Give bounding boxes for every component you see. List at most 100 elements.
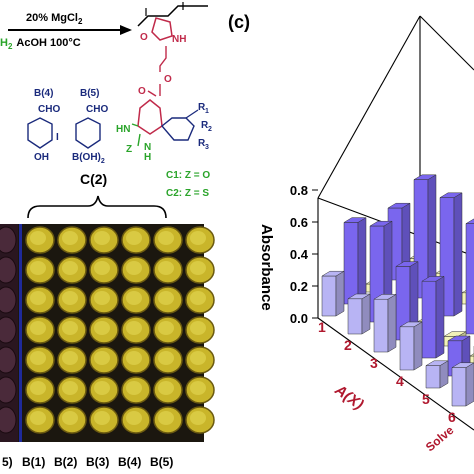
x-tick-label: 6: [448, 409, 456, 425]
bar: [395, 261, 419, 341]
svg-text:B(4): B(4): [118, 455, 141, 469]
plate-well-highlight: [30, 231, 46, 245]
plate-well-highlight: [190, 291, 206, 305]
plate-well-edge: [0, 256, 17, 284]
plate-well-highlight: [94, 231, 110, 245]
plate-well-highlight: [190, 411, 206, 425]
svg-text:OH: OH: [34, 152, 49, 163]
svg-text:I: I: [56, 132, 59, 143]
plate-well-highlight: [158, 231, 174, 245]
plate-well-edge: [0, 346, 17, 374]
bar-side-face: [465, 362, 474, 407]
bar-front-face: [373, 298, 389, 353]
plate-well-highlight: [62, 231, 78, 245]
svg-text:O: O: [140, 32, 148, 43]
reaction-arrow-head: [120, 25, 132, 35]
bars: [321, 174, 474, 407]
svg-text:NH: NH: [172, 34, 186, 45]
plate-brace: [27, 195, 167, 219]
bar-front-face: [343, 222, 359, 305]
reagent-b5: B(5) CHO B(OH)2: [72, 88, 108, 165]
svg-text:3: 3: [205, 144, 209, 151]
plate-well-highlight: [30, 381, 46, 395]
bar-top-face: [413, 174, 437, 180]
bar-top-face: [399, 321, 423, 328]
plate-well-highlight: [126, 261, 142, 275]
x-axis-label: A(X): [331, 381, 367, 413]
bar-top-face: [447, 335, 471, 342]
bar: [343, 217, 367, 305]
plate-well-highlight: [94, 321, 110, 335]
z-axis-label: Absorbance: [258, 224, 275, 311]
x-tick-label: 3: [370, 355, 378, 371]
bar: [425, 360, 449, 389]
bar-front-face: [451, 367, 467, 407]
x-tick-label: 4: [396, 373, 404, 389]
bar: [469, 353, 474, 365]
svg-text:B(1): B(1): [22, 455, 45, 469]
well-plate: [0, 224, 215, 442]
plate-well-highlight: [62, 291, 78, 305]
plate-well-highlight: [62, 381, 78, 395]
z-tick-label: 0.6: [290, 215, 308, 230]
bar: [321, 270, 345, 317]
bar: [421, 275, 445, 359]
bar-top-face: [421, 276, 445, 282]
x-tick-label: 5: [422, 391, 430, 407]
bar-side-face: [435, 275, 445, 359]
product-c1-label: C1: Z = O: [166, 170, 210, 181]
bar-top-face: [347, 293, 371, 300]
plate-well-highlight: [126, 411, 142, 425]
bar: [465, 218, 474, 335]
plate-well-highlight: [30, 291, 46, 305]
x-tick-label: 1: [318, 319, 326, 335]
bar-top-face: [373, 294, 397, 300]
plate-well-highlight: [126, 321, 142, 335]
y-axis-label: Solve: [423, 423, 457, 455]
bar-top-face: [395, 261, 419, 267]
bar-side-face: [413, 321, 423, 371]
bar: [451, 362, 474, 407]
bar-top-face: [321, 270, 345, 277]
z-tick-label: 0.8: [290, 183, 308, 198]
x-ticks: 1 2 3 4 5 6: [318, 319, 456, 425]
plate-well-highlight: [94, 381, 110, 395]
bar-top-face: [465, 218, 474, 224]
panel-label: (c): [228, 12, 250, 32]
svg-text:B(5): B(5): [80, 88, 99, 99]
plate-well-highlight: [126, 291, 142, 305]
svg-text:R: R: [198, 138, 206, 149]
plate-well-highlight: [94, 291, 110, 305]
bar-side-face: [387, 293, 397, 353]
bar-top-face: [369, 220, 393, 227]
plate-well-highlight: [190, 321, 206, 335]
plate-well-highlight: [94, 351, 110, 365]
svg-text:2: 2: [208, 126, 212, 133]
bar-top-face: [387, 202, 411, 209]
plate-well-highlight: [126, 381, 142, 395]
svg-text:O: O: [138, 86, 146, 97]
svg-text:B(4): B(4): [34, 88, 53, 99]
bar: [347, 293, 371, 335]
bar-top-face: [439, 192, 463, 198]
plate-well-highlight: [30, 351, 46, 365]
plate-column-labels: 5) B(1) B(2) B(3) B(4) B(5): [2, 455, 173, 469]
svg-text:B(2): B(2): [54, 455, 77, 469]
bar: [373, 293, 397, 353]
bar-side-face: [453, 192, 463, 317]
plate-well-highlight: [190, 381, 206, 395]
bar: [399, 321, 423, 371]
svg-text:1: 1: [205, 108, 209, 115]
plate-well-highlight: [62, 321, 78, 335]
bar-front-face: [465, 223, 474, 335]
plate-well-highlight: [158, 291, 174, 305]
bar-side-face: [361, 293, 371, 335]
svg-text:CHO: CHO: [38, 104, 60, 115]
plate-well-highlight: [190, 351, 206, 365]
plate-well-highlight: [62, 411, 78, 425]
plate-well-highlight: [126, 231, 142, 245]
svg-text:R: R: [198, 102, 206, 113]
z-ticks: 0.0 0.2 0.4 0.6 0.8: [290, 183, 318, 326]
svg-text:HN: HN: [116, 124, 130, 135]
